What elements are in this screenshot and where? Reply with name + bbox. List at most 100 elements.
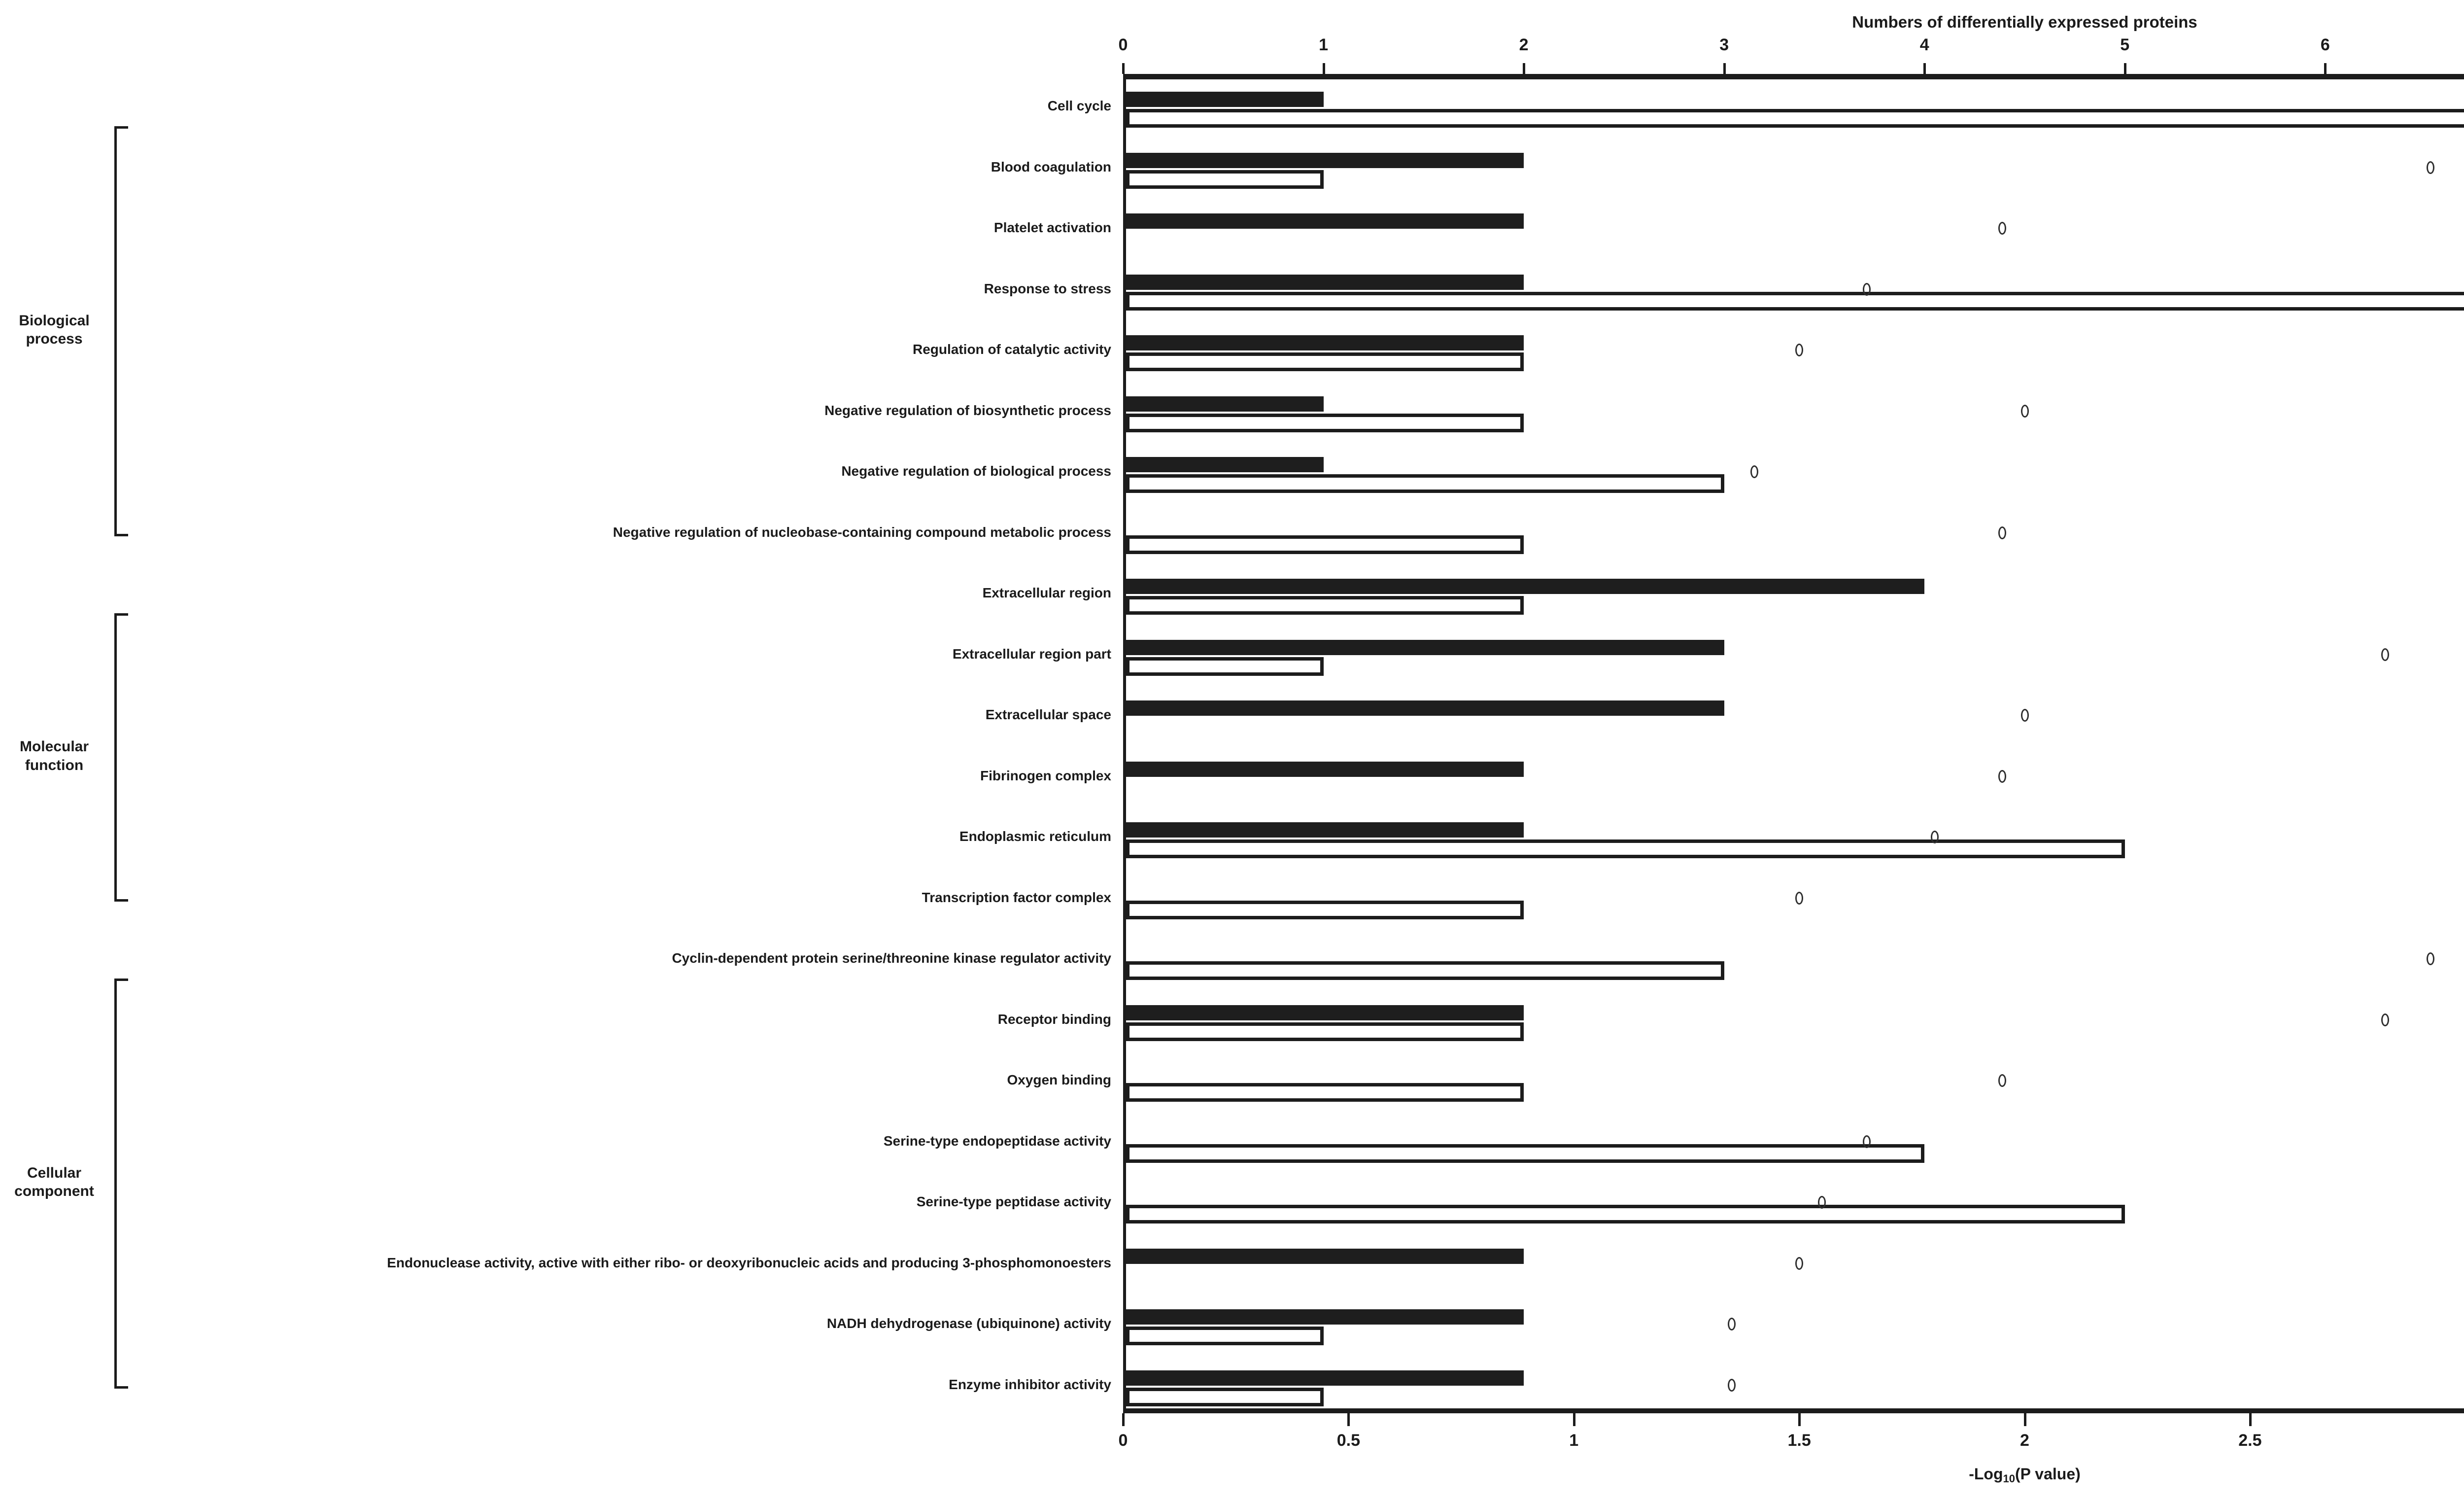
top-axis-tick	[1523, 63, 1526, 74]
top-axis-tick	[1923, 63, 1926, 74]
bottom-axis-tick	[2249, 1413, 2252, 1426]
up-regulation-bar	[1126, 761, 1524, 777]
category-label: Endoplasmic reticulum	[959, 829, 1111, 844]
top-axis-tick	[1122, 63, 1125, 74]
group-label: Cellular component	[14, 1164, 94, 1200]
down-regulation-bar	[1126, 1387, 1324, 1406]
down-regulation-bar	[1126, 900, 1524, 919]
bottom-axis-tick	[1798, 1413, 1801, 1426]
bottom-axis-label-rest: (P value)	[2015, 1465, 2081, 1483]
up-regulation-bar	[1126, 457, 1324, 472]
group-bracket	[114, 979, 128, 1389]
category-label: Receptor binding	[997, 1011, 1111, 1027]
down-regulation-bar	[1126, 839, 2125, 858]
up-regulation-bar	[1126, 579, 1925, 594]
down-regulation-bar	[1126, 170, 1324, 189]
log10-pvalue-marker	[2020, 709, 2029, 722]
up-regulation-bar	[1126, 274, 1524, 290]
down-regulation-bar	[1126, 596, 1524, 615]
up-regulation-bar	[1126, 335, 1524, 350]
category-label: Response to stress	[984, 280, 1111, 296]
top-axis-title: Numbers of differentially expressed prot…	[1852, 13, 2197, 31]
category-label: Fibrinogen complex	[980, 768, 1111, 783]
bottom-axis-label-sub: 10	[2003, 1472, 2015, 1485]
log10-pvalue-marker	[1930, 831, 1939, 843]
bottom-axis-tick-label: 0	[1118, 1431, 1128, 1450]
down-regulation-bar	[1126, 474, 1724, 493]
log10-pvalue-marker	[1863, 282, 1871, 296]
category-label: NADH dehydrogenase (ubiquinone) activity	[826, 1316, 1111, 1331]
category-label: Extracellular region part	[952, 646, 1111, 662]
up-regulation-bar	[1126, 1248, 1524, 1264]
up-regulation-bar	[1126, 639, 1724, 655]
category-label: Transcription factor complex	[922, 889, 1111, 905]
log10-pvalue-marker	[1795, 891, 1804, 905]
top-axis-tick-label: 3	[1719, 35, 1729, 54]
down-regulation-bar	[1126, 1327, 1324, 1345]
up-regulation-bar	[1126, 1005, 1524, 1020]
bottom-axis-label: -Log10(P value)	[1123, 1465, 2464, 1485]
up-regulation-bar	[1126, 396, 1324, 412]
category-label: Extracellular region	[982, 585, 1111, 600]
log10-pvalue-marker	[1863, 1135, 1871, 1148]
log10-pvalue-marker	[1795, 344, 1804, 356]
category-label: Serine-type peptidase activity	[916, 1194, 1111, 1209]
bottom-axis-tick	[1347, 1413, 1350, 1426]
log10-pvalue-marker	[1727, 1378, 1736, 1392]
bottom-axis-tick	[2023, 1413, 2026, 1426]
category-label: Cyclin-dependent protein serine/threonin…	[672, 950, 1111, 966]
category-label: Cell cycle	[1047, 98, 1111, 113]
down-regulation-bar	[1126, 535, 1524, 554]
log10-pvalue-marker	[1998, 222, 2006, 235]
up-regulation-bar	[1126, 152, 1524, 168]
top-axis-tick	[2324, 63, 2327, 74]
bottom-axis-tick-label: 1	[1569, 1431, 1579, 1450]
bottom-axis-tick-label: 1.5	[1787, 1431, 1811, 1450]
group-bracket	[114, 126, 128, 536]
category-label: Extracellular space	[985, 707, 1111, 722]
down-regulation-bar	[1126, 352, 1524, 371]
log10-pvalue-marker	[1998, 1074, 2006, 1087]
down-regulation-bar	[1126, 291, 2464, 311]
log10-pvalue-marker	[2426, 952, 2434, 965]
up-regulation-bar	[1126, 1309, 1524, 1325]
plot-frame	[1123, 74, 2464, 1413]
down-regulation-bar	[1126, 109, 2464, 128]
down-regulation-bar	[1126, 657, 1324, 676]
down-regulation-bar	[1126, 1144, 1925, 1163]
top-axis-tick-label: 4	[1919, 35, 1929, 54]
log10-pvalue-marker	[1998, 526, 2006, 539]
category-label: Enzyme inhibitor activity	[949, 1376, 1111, 1392]
top-axis-tick	[2123, 63, 2126, 74]
log10-pvalue-marker	[2020, 404, 2029, 418]
log10-pvalue-marker	[1750, 465, 1758, 478]
down-regulation-bar	[1126, 961, 1724, 980]
category-label: Blood coagulation	[991, 159, 1111, 175]
category-label: Negative regulation of biosynthetic proc…	[824, 402, 1111, 418]
category-label: Serine-type endopeptidase activity	[883, 1133, 1111, 1149]
up-regulation-bar	[1126, 1370, 1524, 1386]
category-label: Oxygen binding	[1007, 1072, 1111, 1087]
bottom-axis-tick-label: 2	[2020, 1431, 2029, 1450]
down-regulation-bar	[1126, 1083, 1524, 1102]
top-axis-tick-label: 1	[1319, 35, 1329, 54]
up-regulation-bar	[1126, 822, 1524, 838]
group-label: Biological process	[19, 312, 90, 348]
top-axis-tick-label: 6	[2320, 35, 2330, 54]
group-bracket	[114, 613, 128, 902]
log10-pvalue-marker	[1998, 769, 2006, 783]
category-label: Regulation of catalytic activity	[913, 342, 1111, 357]
top-axis-tick-label: 5	[2120, 35, 2130, 54]
down-regulation-bar	[1126, 413, 1524, 432]
category-label: Negative regulation of nucleobase-contai…	[613, 524, 1111, 540]
log10-pvalue-marker	[1817, 1196, 1826, 1209]
up-regulation-bar	[1126, 92, 1324, 107]
up-regulation-bar	[1126, 700, 1724, 716]
top-axis-tick-label: 2	[1519, 35, 1529, 54]
log10-pvalue-marker	[2426, 161, 2434, 174]
log10-pvalue-marker	[1727, 1318, 1736, 1330]
category-label: Endonuclease activity, active with eithe…	[387, 1255, 1111, 1270]
category-label: Platelet activation	[993, 220, 1111, 235]
bottom-axis-tick-label: 2.5	[2238, 1431, 2262, 1450]
